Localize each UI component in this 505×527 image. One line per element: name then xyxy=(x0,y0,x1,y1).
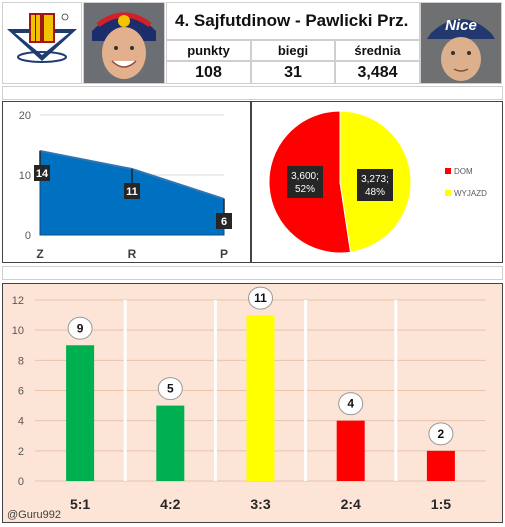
pie-data-label-box xyxy=(287,166,323,198)
bar-data-label: 11 xyxy=(254,291,267,305)
pie-data-label-pct: 48% xyxy=(365,187,385,198)
separator-strip-top xyxy=(2,86,503,100)
area-data-label-box xyxy=(124,183,140,199)
area-y-tick-label: 20 xyxy=(19,110,31,122)
stat-value-heats: 31 xyxy=(251,61,335,84)
bar-data-label-bubble xyxy=(67,316,93,340)
area-data-label: 6 xyxy=(221,216,227,228)
bar-data-label: 9 xyxy=(77,321,84,335)
area-data-label: 14 xyxy=(36,168,49,180)
rider-photo-right: Nice xyxy=(420,2,502,84)
pie-legend-label: DOM xyxy=(454,167,473,176)
bar-chart: 0 2 4 6 8 10 12 9 5:1 5 4:2 11 3:3 4 2:4 2 1:5 @Guru992 xyxy=(7,286,486,521)
stat-label-points: punkty xyxy=(166,40,251,61)
area-chart: 0 10 20 14 11 6 Z R P xyxy=(19,110,232,261)
area-x-tick-label: P xyxy=(220,247,228,261)
stat-value-points: 108 xyxy=(166,61,251,84)
area-data-label-box xyxy=(216,213,232,229)
bar xyxy=(246,315,275,481)
stat-label-average: średnia xyxy=(335,40,420,61)
bar-data-label-bubble xyxy=(157,377,183,401)
area-y-tick-label: 0 xyxy=(25,230,31,242)
rider-photo-left xyxy=(83,2,165,84)
bar-data-label-bubble xyxy=(338,392,364,416)
bar-y-tick-label: 6 xyxy=(18,386,24,398)
area-x-tick-label: Z xyxy=(36,247,43,261)
area-data-label: 11 xyxy=(126,186,138,198)
cap-logo-text: Nice xyxy=(445,17,477,34)
area-chart-panel: 0 10 20 14 11 6 Z R P xyxy=(2,101,251,263)
pie-legend-swatch xyxy=(445,168,451,174)
bar-data-label-bubble xyxy=(428,422,454,446)
bar-x-tick-label: 5:1 xyxy=(70,496,90,512)
bar xyxy=(66,345,95,481)
bar-x-tick-label: 2:4 xyxy=(341,496,361,512)
area-y-tick-label: 10 xyxy=(19,170,31,182)
page-title: 4. Sajfutdinow - Pawlicki Prz. xyxy=(166,2,420,40)
bar-x-tick-label: 4:2 xyxy=(160,496,180,512)
area-x-tick-label: R xyxy=(128,247,137,261)
rider-face-icon xyxy=(84,3,164,83)
bar-y-tick-label: 0 xyxy=(18,476,24,488)
pie-data-label-box xyxy=(357,169,393,201)
pie-chart-panel: 3,600; 52% 3,273; 48% DOM WYJAZD xyxy=(251,101,503,263)
pie-data-label-value: 3,273; xyxy=(361,174,389,185)
bar-y-tick-label: 4 xyxy=(18,416,24,428)
bar xyxy=(156,405,185,481)
bar-data-label: 2 xyxy=(438,427,445,441)
separator-strip-middle xyxy=(2,266,503,280)
bar-y-tick-label: 2 xyxy=(18,446,24,458)
team-logo xyxy=(2,2,82,84)
bar-data-label: 4 xyxy=(347,397,354,411)
bar-data-label: 5 xyxy=(167,382,174,396)
bar-x-tick-label: 3:3 xyxy=(250,496,270,512)
bar-x-tick-label: 1:5 xyxy=(431,496,451,512)
bar-chart-panel: 0 2 4 6 8 10 12 9 5:1 5 4:2 11 3:3 4 2:4 2 1:5 @Guru992 xyxy=(2,283,503,523)
bar-y-tick-label: 8 xyxy=(18,355,24,367)
bar-y-tick-label: 12 xyxy=(12,295,24,307)
stat-label-heats: biegi xyxy=(251,40,335,61)
pie-data-label-value: 3,600; xyxy=(291,171,319,182)
bar xyxy=(336,420,365,481)
stat-value-average: 3,484 xyxy=(335,61,420,84)
logo-emblem-icon xyxy=(7,13,77,63)
pie-legend-label: WYJAZD xyxy=(454,189,487,198)
pie-data-label-pct: 52% xyxy=(295,184,315,195)
bar xyxy=(426,450,455,481)
area-data-label-box xyxy=(34,165,50,181)
pie-chart: 3,600; 52% 3,273; 48% DOM WYJAZD xyxy=(268,110,487,254)
rider-face-cap-icon: Nice xyxy=(421,3,501,83)
bar-data-label-bubble xyxy=(248,286,273,310)
watermark: @Guru992 xyxy=(7,509,61,521)
bar-y-tick-label: 10 xyxy=(12,325,24,337)
pie-legend-swatch xyxy=(445,190,451,196)
